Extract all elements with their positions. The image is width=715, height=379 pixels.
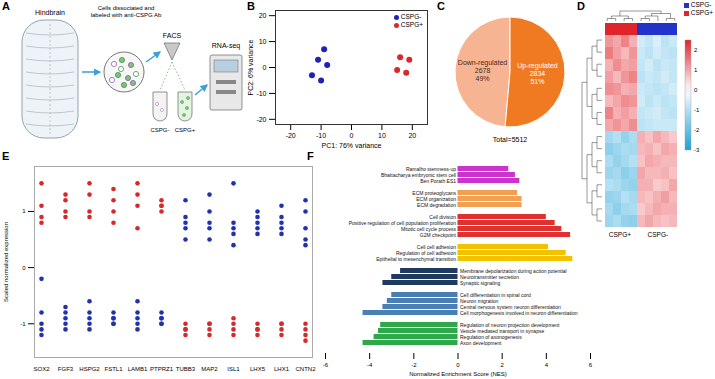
html-text:CSPG+: CSPG+: [690, 9, 713, 16]
svg-text:TUBB3: TUBB3: [176, 366, 196, 372]
svg-text:Cell cell adhesion: Cell cell adhesion: [416, 243, 456, 250]
svg-text:0: 0: [22, 265, 26, 271]
svg-text:Scaled normalized expression: Scaled normalized expression: [3, 222, 9, 302]
svg-text:ECM organization: ECM organization: [416, 195, 456, 202]
svg-text:ISL1: ISL1: [227, 366, 240, 372]
svg-text:Down-regulated267849%: Down-regulated267849%: [458, 59, 508, 82]
svg-text:PC2: 6% variance: PC2: 6% variance: [247, 39, 254, 95]
svg-text:Total=5512: Total=5512: [493, 136, 528, 143]
svg-text:-3: -3: [694, 147, 700, 153]
svg-text:-10: -10: [256, 90, 266, 97]
svg-text:Bhattacharya embryonic stem ce: Bhattacharya embryonic stem cell: [381, 171, 456, 178]
svg-text:1: 1: [22, 208, 26, 214]
svg-text:CSPG+: CSPG+: [175, 127, 196, 133]
svg-text:-2: -2: [694, 127, 700, 133]
svg-text:LAMB1: LAMB1: [128, 366, 148, 372]
svg-text:Cell division: Cell division: [429, 213, 456, 220]
svg-text:-10: -10: [316, 132, 326, 139]
svg-text:2: 2: [694, 47, 698, 53]
svg-text:Positive regulation of cell po: Positive regulation of cell population p…: [348, 219, 456, 226]
html-text:C: C: [437, 0, 445, 12]
svg-text:FSTL1: FSTL1: [104, 366, 123, 372]
html-text:CSPG+: CSPG+: [400, 21, 423, 28]
html-text:E: E: [2, 150, 10, 162]
svg-text:ECM degradation: ECM degradation: [417, 202, 456, 208]
svg-text:Epithelial to mesenchymal tran: Epithelial to mesenchymal transition: [376, 256, 456, 262]
svg-text:Regulation of cell adhesion: Regulation of cell adhesion: [396, 249, 456, 256]
svg-text:Up-regulated283451%: Up-regulated283451%: [517, 62, 558, 85]
svg-text:-4: -4: [367, 362, 373, 368]
svg-text:-20: -20: [256, 116, 266, 123]
svg-text:0: 0: [350, 132, 354, 139]
svg-text:20: 20: [259, 12, 267, 19]
svg-text:Cell morphogenesis involved in: Cell morphogenesis involved in neuron di…: [460, 310, 578, 316]
svg-text:PTPRZ1: PTPRZ1: [150, 366, 174, 372]
svg-text:10: 10: [378, 132, 386, 139]
svg-text:Vesicle mediated transport in: Vesicle mediated transport in synapse: [460, 327, 545, 334]
html-text:F: F: [307, 150, 314, 162]
html-text:B: B: [247, 0, 255, 12]
svg-text:-20: -20: [286, 132, 296, 139]
svg-text:MAP2: MAP2: [201, 366, 218, 372]
svg-text:-6: -6: [323, 362, 329, 368]
svg-text:RNA-seq: RNA-seq: [212, 42, 241, 50]
html-text:A: A: [2, 0, 10, 12]
svg-text:HSPG2: HSPG2: [79, 366, 100, 372]
html-text:CSPG-: CSPG-: [400, 13, 422, 20]
svg-text:SOX2: SOX2: [33, 366, 50, 372]
svg-text:LHX5: LHX5: [250, 366, 266, 372]
svg-text:FGF3: FGF3: [58, 366, 74, 372]
svg-text:Synaptic signaling: Synaptic signaling: [460, 280, 501, 286]
svg-text:4: 4: [545, 362, 549, 368]
svg-text:Mitotic cell cycle process: Mitotic cell cycle process: [401, 225, 456, 232]
html-text:D: D: [577, 0, 585, 12]
svg-text:-2: -2: [411, 362, 417, 368]
svg-text:6: 6: [589, 362, 593, 368]
svg-text:LHX1: LHX1: [274, 366, 290, 372]
svg-text:0: 0: [456, 362, 460, 368]
svg-text:Membrane depolarization during: Membrane depolarization during action po…: [460, 267, 567, 274]
svg-text:2: 2: [500, 362, 504, 368]
html-text:CSPG-: CSPG-: [690, 1, 712, 8]
svg-text:10: 10: [259, 38, 267, 45]
svg-text:1: 1: [694, 67, 698, 73]
svg-text:Central nervous system neuron: Central nervous system neuron differenti…: [460, 303, 561, 310]
svg-text:Neuron migration: Neuron migration: [460, 297, 499, 304]
svg-text:Hindbrain: Hindbrain: [35, 9, 65, 16]
svg-text:Axon development: Axon development: [460, 340, 502, 346]
svg-text:CSPG-: CSPG-: [648, 231, 669, 238]
svg-text:Ramalho stemness-up: Ramalho stemness-up: [406, 165, 456, 172]
svg-text:FACS: FACS: [163, 32, 182, 39]
svg-text:Neurotransmitter secretion: Neurotransmitter secretion: [460, 273, 519, 280]
svg-text:Regulation of axonogenesis: Regulation of axonogenesis: [460, 333, 522, 340]
svg-text:Normalized Enrichment Score (N: Normalized Enrichment Score (NES): [409, 371, 507, 377]
svg-text:CNTN2: CNTN2: [295, 366, 316, 372]
svg-text:20: 20: [408, 132, 416, 139]
svg-text:-1: -1: [694, 107, 700, 113]
svg-text:CSPG+: CSPG+: [609, 231, 631, 238]
svg-text:G2M checkpoint: G2M checkpoint: [420, 232, 457, 238]
svg-text:0: 0: [263, 64, 267, 71]
svg-text:0: 0: [694, 87, 698, 93]
svg-text:CSPG-: CSPG-: [150, 127, 169, 133]
svg-text:-1: -1: [20, 321, 26, 327]
svg-text:ECM proteoglycans: ECM proteoglycans: [412, 189, 456, 196]
svg-text:PC1: 76% variance: PC1: 76% variance: [322, 142, 382, 149]
svg-text:Regulation of neuron projectio: Regulation of neuron projection developm…: [460, 321, 560, 328]
svg-text:Ben Porath ES1: Ben Porath ES1: [420, 178, 456, 184]
svg-text:Cells dissociated andlabeled w: Cells dissociated andlabeled with anti-C…: [91, 5, 162, 18]
svg-text:Cell differentiation in spinal: Cell differentiation in spinal cord: [460, 291, 531, 298]
